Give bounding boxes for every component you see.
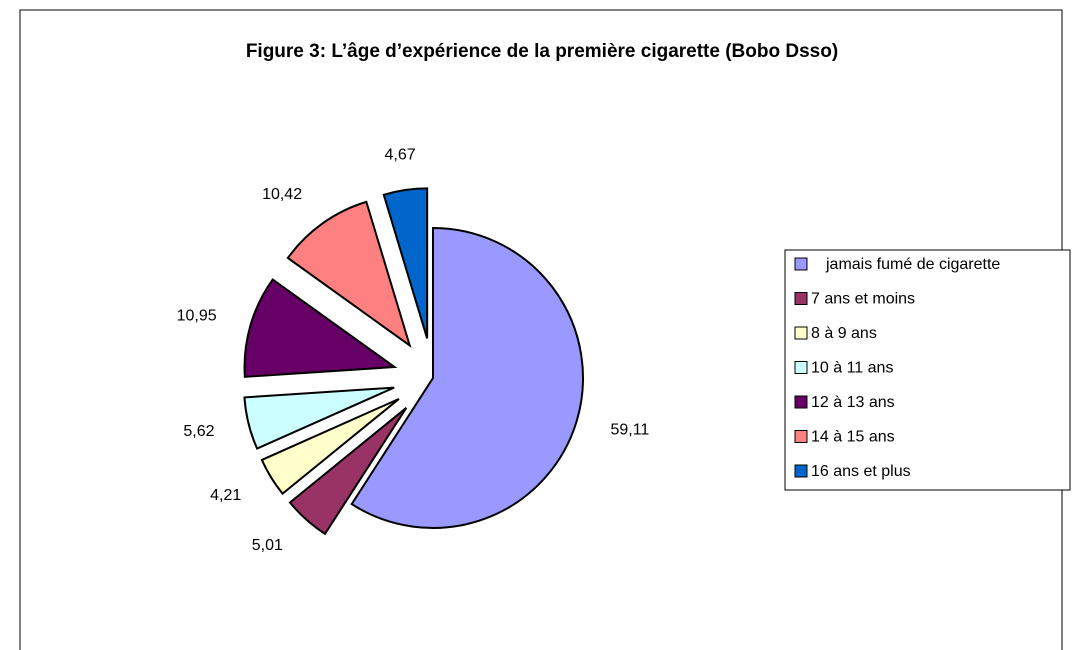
legend-label: 10 à 11 ans [811,360,893,377]
pie-slice [243,278,398,378]
legend-swatch [794,361,808,374]
legend-swatch [794,430,808,443]
legend-label: 16 ans et plus [811,463,911,480]
pie-slice [350,226,584,529]
pie-slice [286,200,412,348]
legend-swatch [794,464,808,478]
chart-title: Figure 3: L’âge d’expérience de la premi… [246,41,838,62]
data-label: 4,67 [385,147,416,164]
pie-slice [243,386,395,450]
pie-slice [288,407,408,536]
data-label: 5,62 [183,423,214,440]
legend-label: 14 à 15 ans [811,429,895,446]
legend-box [784,249,1071,491]
legend-label: 7 ans et moins [811,291,915,308]
data-label: 10,42 [262,186,302,203]
legend-swatch [794,292,808,305]
data-label: 4,21 [210,487,241,504]
data-label: 5,01 [252,537,283,554]
pie-slice [382,187,429,339]
legend-swatch [794,326,808,340]
legend-label: 8 à 9 ans [811,325,877,342]
legend-label: 12 à 13 ans [811,394,895,411]
data-label: 59,11 [610,421,649,438]
data-label: 10,95 [177,307,217,324]
legend-swatch [794,257,808,271]
pie-slice [260,398,400,496]
legend-label: jamais fumé de cigarette [825,256,1000,273]
legend-swatch [794,395,808,409]
